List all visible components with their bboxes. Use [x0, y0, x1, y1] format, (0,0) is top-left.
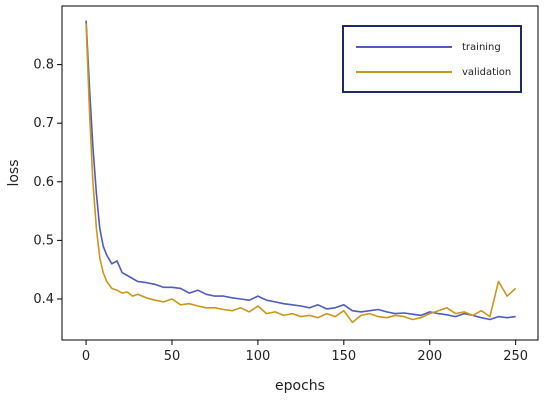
x-axis-label: epochs [275, 378, 325, 394]
series-lines [85, 20, 517, 324]
y-tick-label: 0.5 [33, 233, 54, 248]
x-tick-label: 200 [417, 349, 442, 364]
y-tick-label: 0.8 [33, 58, 54, 73]
y-tick-label: 0.7 [33, 116, 54, 131]
x-axis-ticks: 0 50 100 150 200 250 [82, 340, 528, 364]
series-line-training [85, 20, 516, 321]
y-tick-label: 0.6 [33, 175, 54, 190]
y-axis-ticks: 0.4 0.5 0.6 0.7 0.8 [33, 58, 62, 307]
legend-label-validation: validation [462, 67, 511, 78]
x-tick-label: 250 [503, 349, 528, 364]
legend-label-training: training [462, 42, 501, 53]
x-tick-label: 150 [331, 349, 356, 364]
legend: training validation [342, 25, 522, 93]
series-line-validation [85, 23, 517, 324]
x-tick-label: 50 [164, 349, 181, 364]
x-tick-label: 100 [245, 349, 270, 364]
legend-box [342, 25, 522, 93]
y-tick-label: 0.4 [33, 292, 54, 307]
x-tick-label: 0 [82, 349, 90, 364]
y-axis-label: loss [6, 159, 22, 186]
